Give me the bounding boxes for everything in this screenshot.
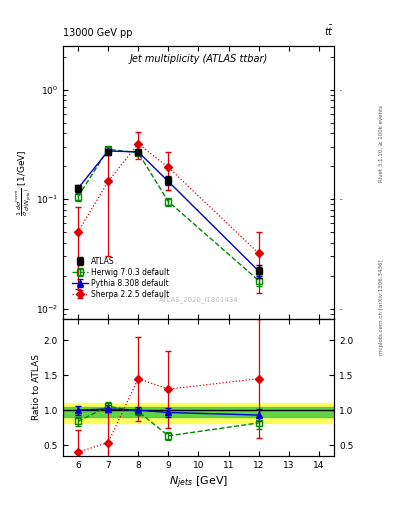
Bar (63, 403, 334, 423)
Y-axis label: Ratio to ATLAS: Ratio to ATLAS (32, 354, 41, 420)
Text: mcplots.cern.ch [arXiv:1306.3436]: mcplots.cern.ch [arXiv:1306.3436] (379, 260, 384, 355)
Text: ATLAS_2020_I1801434: ATLAS_2020_I1801434 (159, 296, 238, 303)
Text: Jet multiplicity (ATLAS ttbar): Jet multiplicity (ATLAS ttbar) (129, 54, 268, 65)
X-axis label: $N_{jets}$ [GeV]: $N_{jets}$ [GeV] (169, 475, 228, 492)
Text: $t\bar{t}$: $t\bar{t}$ (324, 25, 334, 38)
Legend: ATLAS, Herwig 7.0.3 default, Pythia 8.308 default, Sherpa 2.2.5 default: ATLAS, Herwig 7.0.3 default, Pythia 8.30… (70, 254, 172, 302)
Text: 13000 GeV pp: 13000 GeV pp (63, 28, 132, 38)
Y-axis label: $\frac{1}{\sigma}\frac{d\sigma^{norm}}{d\left(N_{jets}\right)}$ [1/GeV]: $\frac{1}{\sigma}\frac{d\sigma^{norm}}{d… (15, 150, 34, 216)
Bar (63, 407, 334, 417)
Text: Rivet 3.1.10, ≥ 100k events: Rivet 3.1.10, ≥ 100k events (379, 105, 384, 182)
